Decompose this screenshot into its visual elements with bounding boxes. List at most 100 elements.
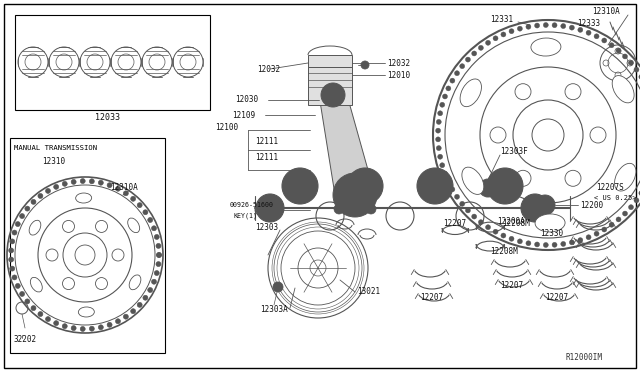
Circle shape: [107, 183, 112, 188]
Circle shape: [99, 180, 103, 185]
Bar: [308, 55, 352, 67]
Text: 12032: 12032: [387, 58, 410, 67]
Text: 12207: 12207: [420, 294, 443, 302]
Circle shape: [137, 203, 142, 208]
Circle shape: [148, 288, 153, 292]
Circle shape: [156, 243, 161, 248]
Text: 32202: 32202: [14, 336, 37, 344]
Circle shape: [143, 295, 148, 300]
Circle shape: [20, 214, 24, 218]
Text: 12208M: 12208M: [502, 219, 530, 228]
Circle shape: [616, 217, 621, 222]
Circle shape: [521, 194, 549, 222]
Circle shape: [152, 226, 157, 231]
Circle shape: [38, 193, 43, 198]
Text: 12033: 12033: [95, 112, 120, 122]
Circle shape: [124, 191, 129, 196]
Text: 12010: 12010: [387, 71, 410, 80]
Circle shape: [45, 188, 51, 193]
Circle shape: [90, 326, 94, 331]
Circle shape: [20, 291, 24, 296]
Circle shape: [450, 78, 455, 83]
Text: 12207: 12207: [500, 280, 523, 289]
Circle shape: [438, 154, 443, 159]
Circle shape: [436, 119, 442, 124]
Text: 12207: 12207: [444, 219, 467, 228]
Text: 12303F: 12303F: [500, 148, 528, 157]
Circle shape: [634, 67, 639, 72]
Circle shape: [148, 218, 153, 222]
Polygon shape: [319, 95, 375, 195]
Circle shape: [509, 236, 514, 241]
Circle shape: [438, 111, 443, 116]
Ellipse shape: [460, 79, 481, 107]
Circle shape: [115, 186, 120, 191]
Circle shape: [623, 211, 627, 216]
Circle shape: [578, 238, 583, 243]
Circle shape: [124, 314, 129, 319]
Circle shape: [552, 23, 557, 28]
Circle shape: [440, 163, 445, 168]
Circle shape: [10, 239, 15, 244]
Circle shape: [545, 207, 551, 213]
Circle shape: [561, 241, 566, 246]
Circle shape: [62, 181, 67, 186]
Circle shape: [90, 179, 94, 184]
Circle shape: [156, 262, 161, 267]
Circle shape: [517, 239, 522, 244]
Ellipse shape: [128, 218, 140, 232]
Text: R12000IM: R12000IM: [566, 353, 603, 362]
Circle shape: [71, 179, 76, 185]
Circle shape: [54, 185, 59, 189]
Circle shape: [472, 51, 477, 56]
Circle shape: [478, 45, 483, 50]
Circle shape: [154, 234, 159, 240]
Circle shape: [526, 241, 531, 246]
Bar: [15, 15, 210, 110]
Circle shape: [465, 208, 470, 213]
Circle shape: [154, 270, 159, 276]
Circle shape: [436, 137, 440, 142]
Text: 12310A: 12310A: [110, 183, 138, 192]
Ellipse shape: [612, 76, 634, 103]
Circle shape: [634, 198, 639, 203]
Circle shape: [366, 204, 376, 214]
Circle shape: [570, 240, 574, 245]
Circle shape: [446, 179, 451, 184]
Circle shape: [334, 204, 344, 214]
Ellipse shape: [30, 278, 42, 292]
Ellipse shape: [78, 307, 94, 317]
Circle shape: [509, 29, 514, 34]
Bar: [10, 138, 165, 353]
Circle shape: [586, 30, 591, 35]
Circle shape: [282, 168, 318, 204]
Circle shape: [446, 86, 451, 91]
Circle shape: [62, 324, 67, 329]
Circle shape: [493, 229, 498, 234]
Circle shape: [628, 60, 634, 65]
Text: 12207S: 12207S: [596, 183, 624, 192]
Circle shape: [594, 34, 599, 39]
Circle shape: [15, 283, 20, 288]
Circle shape: [131, 196, 136, 201]
Ellipse shape: [535, 214, 565, 232]
Circle shape: [323, 86, 337, 100]
Text: 12303A: 12303A: [260, 305, 288, 314]
Circle shape: [417, 168, 453, 204]
Circle shape: [157, 253, 161, 257]
Text: 12032: 12032: [257, 64, 280, 74]
Circle shape: [628, 205, 634, 210]
Circle shape: [526, 24, 531, 29]
Circle shape: [152, 279, 157, 284]
Text: 12030: 12030: [235, 96, 258, 105]
Circle shape: [639, 190, 640, 196]
Circle shape: [347, 168, 383, 204]
Circle shape: [10, 266, 15, 271]
Circle shape: [436, 145, 442, 151]
Circle shape: [594, 231, 599, 236]
Circle shape: [460, 201, 465, 206]
Text: KEY(1): KEY(1): [233, 213, 257, 219]
Circle shape: [9, 248, 13, 253]
Text: 12200: 12200: [580, 201, 603, 209]
Circle shape: [478, 219, 483, 225]
